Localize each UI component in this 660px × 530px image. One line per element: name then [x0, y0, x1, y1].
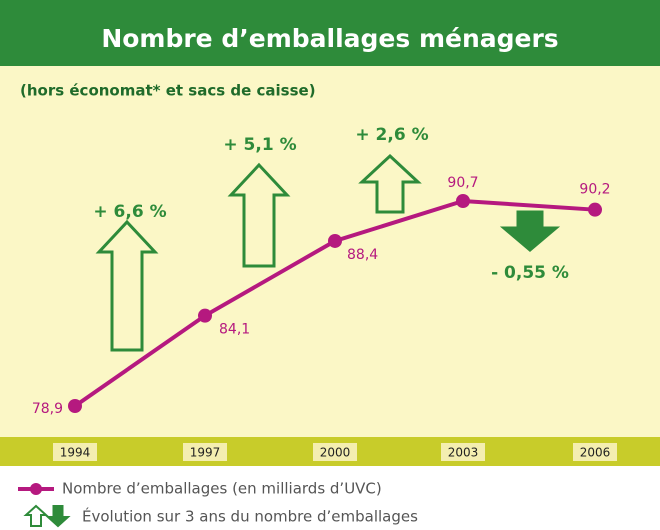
x-tick-box — [313, 443, 357, 461]
data-point — [456, 194, 470, 208]
x-tick-label: 2000 — [320, 446, 351, 460]
evolution-arrow — [499, 210, 561, 252]
x-tick-label: 1994 — [60, 446, 91, 460]
data-label: 84,1 — [219, 322, 250, 338]
data-point — [68, 399, 82, 413]
data-point — [328, 233, 342, 248]
legend-arrow-up — [23, 504, 49, 527]
plot-background — [0, 0, 660, 437]
x-tick-label: 2003 — [448, 446, 479, 460]
annotation: - 0,55 % — [491, 263, 569, 283]
annotation: + 6,6 % — [93, 202, 166, 222]
subtitle: (hors économat* et sacs de caisse) — [20, 82, 316, 100]
annotation: + 5,1 % — [223, 135, 296, 155]
evolution-arrow — [358, 153, 422, 214]
chart-title: Nombre d’emballages ménagers — [101, 24, 558, 53]
data-label: 78,9 — [32, 401, 63, 417]
annotation: + 2,6 % — [355, 125, 428, 145]
x-tick-box — [573, 443, 617, 461]
title-bar — [0, 0, 660, 66]
data-point — [588, 202, 602, 217]
evolution-arrow — [95, 219, 159, 352]
legend-note: Évolution sur 3 ans du nombre d’emballag… — [82, 507, 418, 526]
data-label: 90,2 — [579, 182, 610, 198]
data-label: 88,4 — [347, 247, 378, 263]
x-tick-box — [183, 443, 227, 461]
data-point — [198, 308, 212, 323]
legend-label: Nombre d’emballages (en milliards d’UVC) — [62, 480, 382, 498]
data-label: 90,7 — [447, 175, 478, 191]
legend-dot — [30, 483, 42, 495]
x-tick-label: 1997 — [190, 446, 221, 460]
x-tick-box — [441, 443, 485, 461]
x-tick-label: 2006 — [580, 446, 611, 460]
evolution-arrow — [227, 162, 291, 268]
legend-arrow-down — [45, 505, 71, 528]
x-tick-box — [53, 443, 97, 461]
